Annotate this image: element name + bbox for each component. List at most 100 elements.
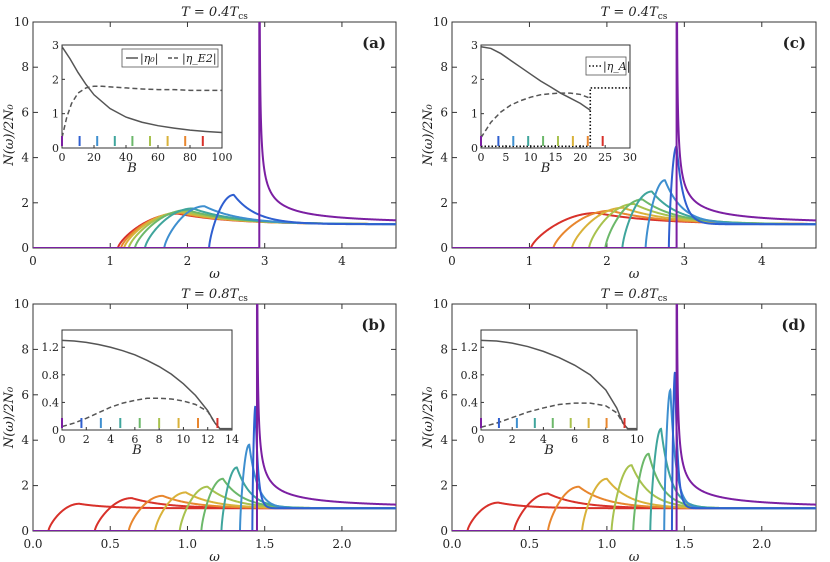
inset-ytick-label-a: 2 bbox=[52, 73, 59, 86]
xtick-label-b: 2.0 bbox=[332, 537, 351, 551]
inset-ytick-label-a: 3 bbox=[52, 39, 59, 52]
ylabel-c: N(ω)/2N₀ bbox=[421, 104, 436, 167]
inset-xtick-label-d: 4 bbox=[540, 433, 547, 446]
ytick-label-c: 6 bbox=[440, 105, 448, 119]
dos-curve-a-3 bbox=[33, 207, 396, 248]
inset-xtick-label-b: 4 bbox=[107, 433, 114, 446]
curves-a bbox=[33, 22, 396, 248]
inset-ytick-label-b: 0 bbox=[52, 424, 59, 437]
xtick-label-c: 2 bbox=[603, 254, 611, 268]
inset-xlabel-d: B bbox=[543, 443, 554, 458]
xtick-label-a: 2 bbox=[184, 254, 192, 268]
ytick-label-d: 8 bbox=[440, 342, 448, 356]
dos-curve-c-0 bbox=[452, 22, 816, 248]
curves-b bbox=[33, 304, 396, 531]
ytick-label-a: 10 bbox=[14, 15, 29, 29]
curves-d bbox=[452, 304, 816, 531]
inset-ytick-label-c: 1 bbox=[471, 108, 478, 121]
inset-c: 0 5 10 15 20 25 30 0 1 2 3 B |η_A| bbox=[471, 39, 637, 176]
ytick-label-b: 2 bbox=[21, 479, 29, 493]
inset-ytick-label-b: 1.2 bbox=[42, 341, 60, 354]
xtick-label-a: 3 bbox=[261, 254, 269, 268]
dos-curve-c-3 bbox=[452, 190, 816, 248]
inset-etaE2-curve-c bbox=[480, 92, 591, 139]
ytick-label-b: 4 bbox=[21, 433, 29, 447]
ytick-label-d: 0 bbox=[440, 524, 448, 538]
ytick-label-b: 6 bbox=[21, 388, 29, 402]
inset-eta0-curve-a bbox=[61, 46, 223, 134]
inset-xtick-label-d: 8 bbox=[602, 433, 609, 446]
dos-curve-b-1 bbox=[33, 405, 396, 531]
panel-title-a: T = 0.4Tcs bbox=[181, 5, 248, 22]
inset-ytick-label-a: 0 bbox=[52, 142, 59, 155]
dos-curve-a-4 bbox=[33, 209, 396, 248]
panel-title-main-b: T = 0.8T bbox=[181, 287, 240, 302]
xlabel-c: ω bbox=[629, 267, 640, 282]
dos-curve-a-0 bbox=[33, 22, 396, 248]
ytick-label-c: 4 bbox=[440, 151, 448, 165]
inset-eta0-curve-c bbox=[480, 45, 591, 111]
xtick-label-c: 4 bbox=[758, 254, 766, 268]
dos-curve-a-2 bbox=[33, 205, 396, 248]
inset-eta0-curve-b bbox=[61, 339, 232, 430]
xlabel-d: ω bbox=[629, 550, 640, 562]
inset-xtick-label-c: 0 bbox=[478, 151, 485, 164]
ytick-label-d: 10 bbox=[433, 297, 448, 311]
xtick-label-d: 2.0 bbox=[752, 537, 771, 551]
panel-title-main-a: T = 0.4T bbox=[181, 5, 240, 20]
inset-etaE2-curve-b bbox=[61, 397, 221, 430]
inset-etaE2-curve-d bbox=[480, 402, 629, 430]
panel-label-a: (a) bbox=[362, 34, 386, 52]
inset-xtick-label-b: 10 bbox=[176, 433, 190, 446]
dos-curve-c-6 bbox=[452, 206, 816, 248]
inset-a: 0 20 40 60 80 100 0 1 2 3 B |η₀| |η_E2| bbox=[52, 39, 233, 176]
xlabel-a: ω bbox=[209, 267, 220, 282]
ytick-label-d: 4 bbox=[440, 433, 448, 447]
panel-label-d: (d) bbox=[781, 316, 806, 334]
xtick-label-c: 1 bbox=[526, 254, 534, 268]
panel-title-sub-c: cs bbox=[658, 12, 668, 22]
xtick-label-b: 1.5 bbox=[255, 537, 274, 551]
inset-xtick-label-d: 2 bbox=[509, 433, 516, 446]
panel-d: T = 0.8Tcs (d) 0.0 0.5 1.0 1.5 2.0 0 2 4 6 8 10 ω N(ω)… bbox=[421, 287, 817, 562]
inset-xtick-label-a: 60 bbox=[151, 151, 165, 164]
xlabel-b: ω bbox=[209, 550, 220, 562]
dos-curve-b-2 bbox=[33, 443, 396, 531]
xtick-label-a: 1 bbox=[106, 254, 114, 268]
inset-xtick-label-c: 5 bbox=[502, 151, 509, 164]
dos-curve-b-7 bbox=[33, 494, 396, 531]
xtick-label-a: 0 bbox=[29, 254, 37, 268]
inset-xlabel-c: B bbox=[540, 161, 551, 176]
inset-xtick-label-d: 6 bbox=[571, 433, 578, 446]
inset-ytick-label-b: 0.8 bbox=[42, 369, 60, 382]
inset-ytick-label-b: 0.4 bbox=[42, 396, 60, 409]
inset-xlabel-a: B bbox=[126, 161, 137, 176]
legend-label-etaE2: |η_E2| bbox=[182, 52, 217, 66]
dos-curve-a-1 bbox=[33, 193, 396, 248]
dos-curve-b-0 bbox=[33, 304, 396, 531]
inset-ytick-label-d: 0 bbox=[471, 424, 478, 437]
xtick-label-d: 0.5 bbox=[520, 537, 539, 551]
inset-ytick-label-d: 0.8 bbox=[461, 369, 479, 382]
ytick-label-a: 6 bbox=[21, 105, 29, 119]
ytick-label-d: 6 bbox=[440, 388, 448, 402]
dos-curve-c-1 bbox=[452, 145, 816, 248]
xtick-label-a: 4 bbox=[338, 254, 346, 268]
inset-d: 0 2 4 6 8 10 0 0.4 0.8 1.2 B bbox=[461, 329, 644, 458]
dos-curve-b-3 bbox=[33, 466, 396, 531]
inset-xtick-label-d: 0 bbox=[478, 433, 485, 446]
ytick-label-a: 4 bbox=[21, 151, 29, 165]
xtick-label-b: 0.0 bbox=[23, 537, 42, 551]
inset-xtick-label-b: 14 bbox=[225, 433, 239, 446]
xtick-label-b: 1.0 bbox=[178, 537, 197, 551]
inset-ytick-label-a: 1 bbox=[52, 108, 59, 121]
inset-ytick-label-c: 3 bbox=[471, 39, 478, 52]
inset-xtick-label-c: 20 bbox=[573, 151, 587, 164]
xtick-label-d: 1.0 bbox=[597, 537, 616, 551]
ytick-label-b: 10 bbox=[14, 297, 29, 311]
ytick-label-b: 0 bbox=[21, 524, 29, 538]
panel-label-c: (c) bbox=[783, 34, 806, 52]
inset-xtick-label-a: 80 bbox=[183, 151, 197, 164]
panel-label-b: (b) bbox=[361, 316, 386, 334]
